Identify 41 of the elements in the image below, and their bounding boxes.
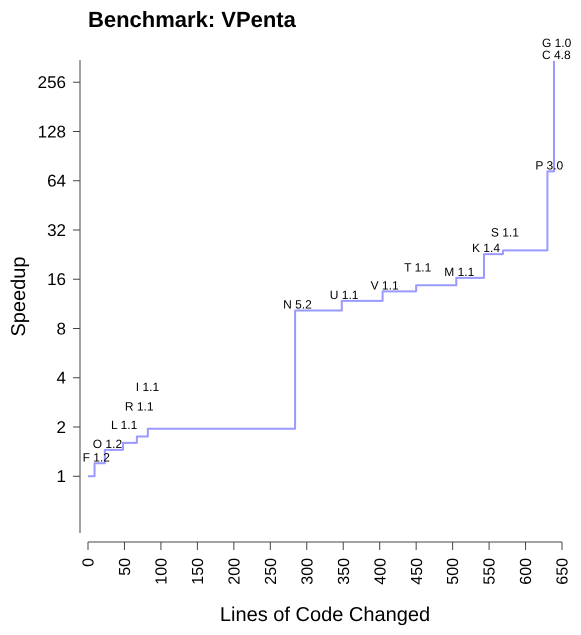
annotation: P 3.0 bbox=[535, 158, 564, 172]
x-tick-label: 650 bbox=[554, 558, 572, 585]
x-tick-label: 250 bbox=[262, 558, 280, 585]
x-tick-label: 150 bbox=[190, 558, 207, 585]
annotation: N 5.2 bbox=[283, 298, 312, 312]
y-tick-label: 256 bbox=[38, 73, 66, 92]
y-tick-label: 16 bbox=[47, 270, 66, 290]
x-tick-label: 200 bbox=[226, 558, 244, 585]
y-tick-label: 128 bbox=[38, 122, 66, 142]
x-tick-label: 400 bbox=[372, 558, 390, 585]
y-tick-label: 32 bbox=[47, 220, 66, 240]
y-tick-label: 8 bbox=[56, 319, 66, 338]
annotation: K 1.4 bbox=[472, 241, 500, 256]
y-tick-label: 2 bbox=[56, 418, 66, 437]
annotation: O 1.2 bbox=[92, 436, 122, 451]
y-tick-label: 1 bbox=[56, 467, 66, 486]
annotation: U 1.1 bbox=[330, 288, 359, 302]
annotation: R 1.1 bbox=[124, 399, 154, 414]
annotation: V 1.1 bbox=[370, 278, 399, 292]
annotation: G 1.0 bbox=[542, 36, 572, 50]
annotation: I 1.1 bbox=[136, 380, 160, 394]
annotation: L 1.1 bbox=[111, 418, 138, 432]
y-axis-title: Speedup bbox=[8, 256, 30, 337]
x-tick-label: 550 bbox=[482, 558, 499, 585]
annotation: T 1.1 bbox=[404, 260, 432, 274]
annotation: S 1.1 bbox=[490, 225, 520, 240]
x-tick-label: 0 bbox=[80, 558, 98, 567]
x-axis-title: Lines of Code Changed bbox=[220, 604, 430, 626]
x-tick-label: 300 bbox=[299, 558, 316, 585]
x-tick-label: 600 bbox=[518, 558, 536, 585]
annotation: M 1.1 bbox=[444, 264, 475, 279]
x-tick-label: 100 bbox=[154, 558, 171, 585]
x-tick-label: 350 bbox=[336, 558, 353, 585]
x-tick-label: 50 bbox=[117, 558, 134, 576]
annotation: F 1.2 bbox=[82, 450, 110, 464]
y-tick-label: 64 bbox=[47, 172, 66, 191]
chart-title: Benchmark: VPenta bbox=[88, 7, 297, 32]
x-tick-label: 450 bbox=[408, 558, 426, 585]
x-tick-label: 500 bbox=[445, 558, 462, 585]
annotation: C 4.8 bbox=[542, 48, 571, 62]
y-tick-label: 4 bbox=[56, 368, 66, 388]
